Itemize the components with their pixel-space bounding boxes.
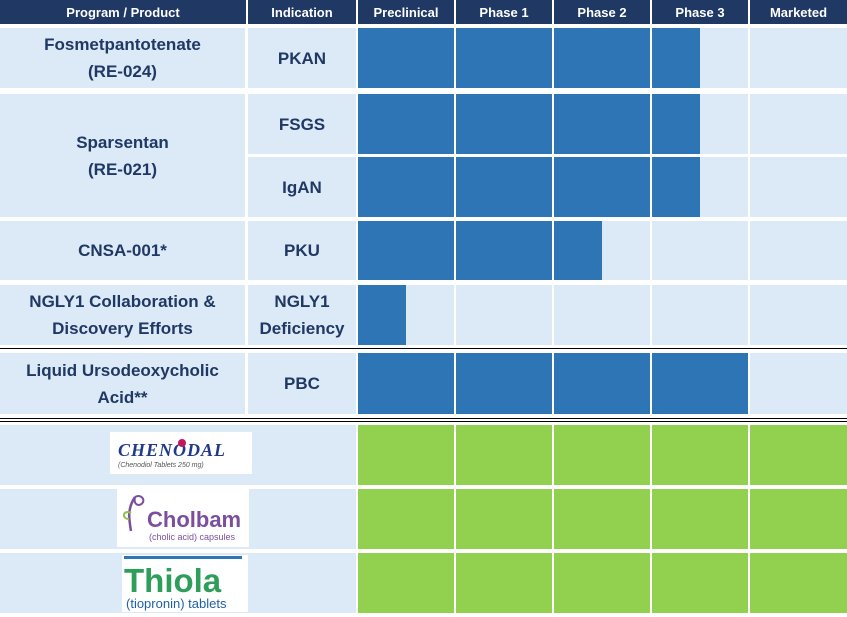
- progress-bar: [456, 425, 552, 485]
- progress-bar: [358, 157, 454, 217]
- progress-bar: [358, 221, 454, 280]
- stage-cell: [750, 221, 847, 280]
- progress-bar: [750, 489, 847, 549]
- svg-text:(Chenodiol Tablets 250 mg): (Chenodiol Tablets 250 mg): [118, 462, 204, 469]
- progress-bar: [358, 285, 406, 345]
- progress-bar: [554, 221, 602, 280]
- indication-label: IgAN: [248, 157, 356, 217]
- progress-bar: [456, 157, 552, 217]
- cholbam-logo: Cholbam (cholic acid) capsules: [117, 489, 249, 547]
- progress-bar: [456, 94, 552, 154]
- indication-label: PBC: [248, 353, 356, 414]
- progress-bar: [554, 353, 650, 414]
- stage-cell: [750, 94, 847, 154]
- stage-cell: [750, 285, 847, 345]
- stage-cell: [554, 285, 650, 345]
- program-name: NGLY1 Collaboration & Discovery Efforts: [0, 285, 245, 345]
- stage-cell: [652, 285, 748, 345]
- progress-bar: [750, 553, 847, 613]
- stage-cell: [456, 285, 552, 345]
- header-phase-3: Phase 3: [652, 0, 748, 24]
- stage-cell: [750, 28, 847, 88]
- header-program: Program / Product: [0, 0, 246, 24]
- progress-bar: [652, 489, 748, 549]
- program-name: CNSA-001*: [0, 221, 245, 280]
- indication-label: FSGS: [248, 94, 356, 154]
- progress-bar: [652, 353, 748, 414]
- progress-bar: [456, 221, 552, 280]
- header-indication: Indication: [248, 0, 356, 24]
- header-phase-2: Phase 2: [554, 0, 650, 24]
- stage-cell: [750, 353, 847, 414]
- chenodal-logo: CHENODAL (Chenodiol Tablets 250 mg): [110, 432, 252, 474]
- progress-bar: [358, 353, 454, 414]
- progress-bar: [358, 489, 454, 549]
- progress-bar: [554, 94, 650, 154]
- divider-line: [0, 418, 847, 419]
- progress-bar: [652, 157, 700, 217]
- thiola-logo: Thiola (tiopronin) tablets: [122, 555, 248, 612]
- indication-label: PKAN: [248, 28, 356, 88]
- header-phase-1: Phase 1: [456, 0, 552, 24]
- progress-bar: [652, 94, 700, 154]
- progress-bar: [750, 425, 847, 485]
- progress-bar: [652, 28, 700, 88]
- progress-bar: [456, 353, 552, 414]
- indication-label: PKU: [248, 221, 356, 280]
- progress-bar: [554, 489, 650, 549]
- progress-bar: [652, 553, 748, 613]
- progress-bar: [358, 94, 454, 154]
- progress-bar: [554, 425, 650, 485]
- header-preclinical: Preclinical: [358, 0, 454, 24]
- progress-bar: [358, 425, 454, 485]
- svg-text:Cholbam: Cholbam: [147, 507, 241, 532]
- progress-bar: [358, 28, 454, 88]
- header-marketed: Marketed: [750, 0, 847, 24]
- progress-bar: [554, 28, 650, 88]
- svg-text:(cholic acid) capsules: (cholic acid) capsules: [149, 532, 236, 542]
- stage-cell: [750, 157, 847, 217]
- divider-line: [0, 421, 847, 422]
- program-name: Liquid Ursodeoxycholic Acid**: [0, 353, 245, 414]
- progress-bar: [554, 157, 650, 217]
- svg-text:CHENODAL: CHENODAL: [118, 440, 226, 460]
- progress-bar: [358, 553, 454, 613]
- divider-line: [0, 348, 847, 349]
- progress-bar: [554, 553, 650, 613]
- progress-bar: [456, 489, 552, 549]
- progress-bar: [652, 425, 748, 485]
- program-name: Fosmetpantotenate (RE-024): [0, 28, 245, 88]
- svg-text:Thiola: Thiola: [124, 562, 222, 599]
- stage-cell: [652, 221, 748, 280]
- progress-bar: [456, 553, 552, 613]
- indication-label: NGLY1 Deficiency: [248, 285, 356, 345]
- svg-text:(tiopronin) tablets: (tiopronin) tablets: [126, 596, 227, 611]
- progress-bar: [456, 28, 552, 88]
- program-name: Sparsentan (RE-021): [0, 94, 245, 217]
